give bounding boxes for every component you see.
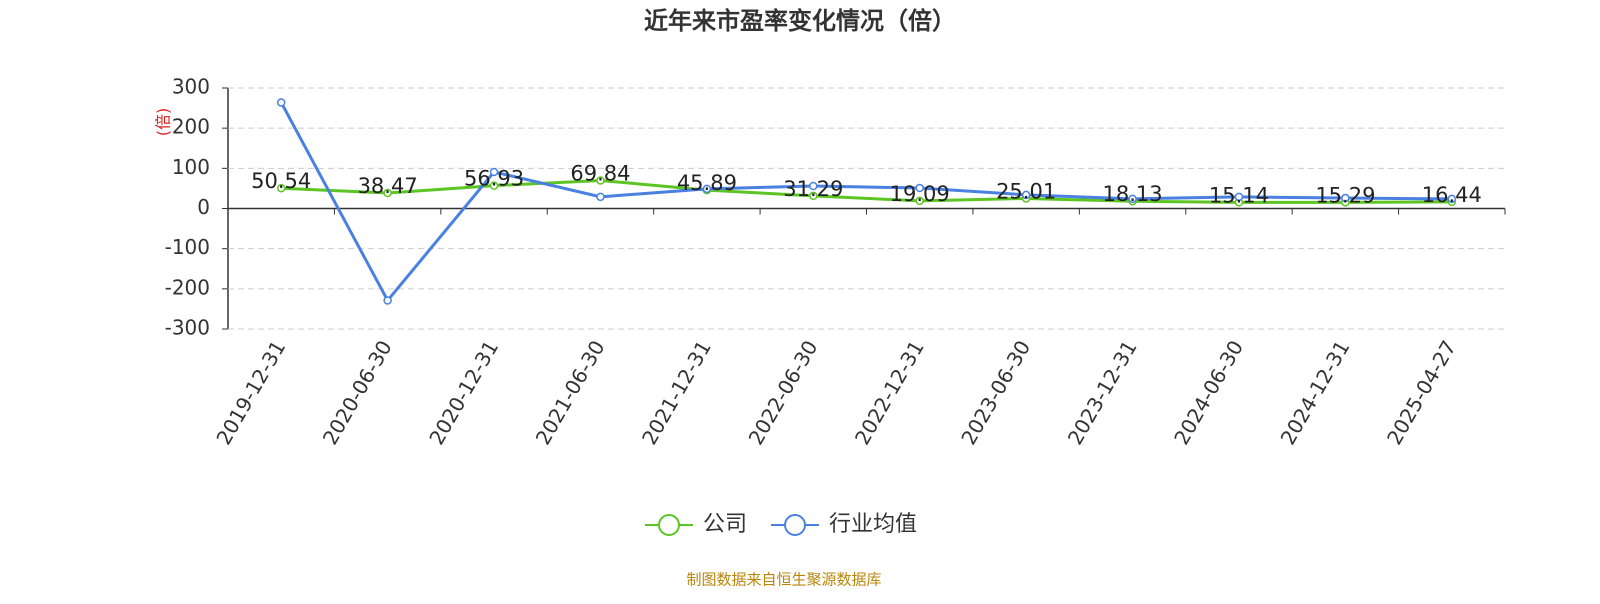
point xyxy=(276,98,286,107)
data-label: 50.54 xyxy=(251,169,311,193)
point xyxy=(383,188,392,198)
data-label: 16.44 xyxy=(1422,183,1482,207)
chart-title: 近年来市盈率变化情况（倍） xyxy=(644,7,956,35)
data-label: 31.29 xyxy=(783,177,843,201)
y-tick-label: -200 xyxy=(165,275,210,299)
legend-label: 公司 xyxy=(703,512,747,537)
x-tick-label: 2024-12-31 xyxy=(1276,336,1355,449)
point xyxy=(596,176,605,185)
y-axis-label: (倍) xyxy=(154,108,173,137)
data-label: 38.47 xyxy=(358,174,418,198)
x-tick-label: 2021-06-30 xyxy=(531,336,610,449)
data-label: 15.29 xyxy=(1315,183,1375,207)
x-tick-label: 2024-06-30 xyxy=(1169,336,1248,449)
data-label: 19.09 xyxy=(890,182,950,206)
x-tick-label: 2021-12-31 xyxy=(637,336,716,449)
point xyxy=(915,196,924,206)
point xyxy=(489,181,499,190)
y-tick-label: -100 xyxy=(165,235,210,259)
data-label: 15.14 xyxy=(1209,183,1269,207)
data-label: 45.89 xyxy=(677,171,737,195)
x-tick-label: 2020-12-31 xyxy=(424,336,503,449)
point xyxy=(383,296,392,305)
x-tick-label: 2020-06-30 xyxy=(318,336,397,449)
y-tick-label: -300 xyxy=(165,316,210,340)
point xyxy=(1234,192,1244,202)
x-tick-label: 2023-12-31 xyxy=(1063,336,1142,449)
point xyxy=(702,184,712,194)
point xyxy=(809,181,818,191)
source-note: 制图数据来自恒生聚源数据库 xyxy=(686,571,881,589)
series-line xyxy=(279,101,1452,304)
point xyxy=(1128,194,1137,204)
point xyxy=(489,167,499,177)
legend-label: 行业均值 xyxy=(829,512,917,537)
data-label: 56.93 xyxy=(464,167,524,191)
series-line xyxy=(281,178,1452,204)
point xyxy=(809,191,818,201)
point xyxy=(276,183,286,193)
x-tick-label: 2019-12-31 xyxy=(211,336,290,449)
point xyxy=(596,192,605,202)
y-tick-label: 0 xyxy=(197,195,210,219)
x-tick-label: 2022-06-30 xyxy=(743,336,822,449)
y-tick-label: 200 xyxy=(172,115,210,139)
point xyxy=(1021,190,1031,200)
legend-marker xyxy=(658,514,680,536)
data-label: 18.13 xyxy=(1102,182,1162,206)
data-label: 25.01 xyxy=(996,179,1056,203)
x-tick-label: 2022-12-31 xyxy=(850,336,929,449)
legend-marker xyxy=(784,514,807,536)
y-tick-label: 300 xyxy=(172,75,210,99)
x-tick-label: 2025-04-27 xyxy=(1382,336,1461,449)
point xyxy=(915,183,924,193)
data-label: 69.84 xyxy=(570,161,630,185)
point xyxy=(1447,194,1457,204)
y-tick-label: 100 xyxy=(172,155,210,179)
point xyxy=(1341,193,1350,203)
x-tick-label: 2023-06-30 xyxy=(956,336,1035,449)
